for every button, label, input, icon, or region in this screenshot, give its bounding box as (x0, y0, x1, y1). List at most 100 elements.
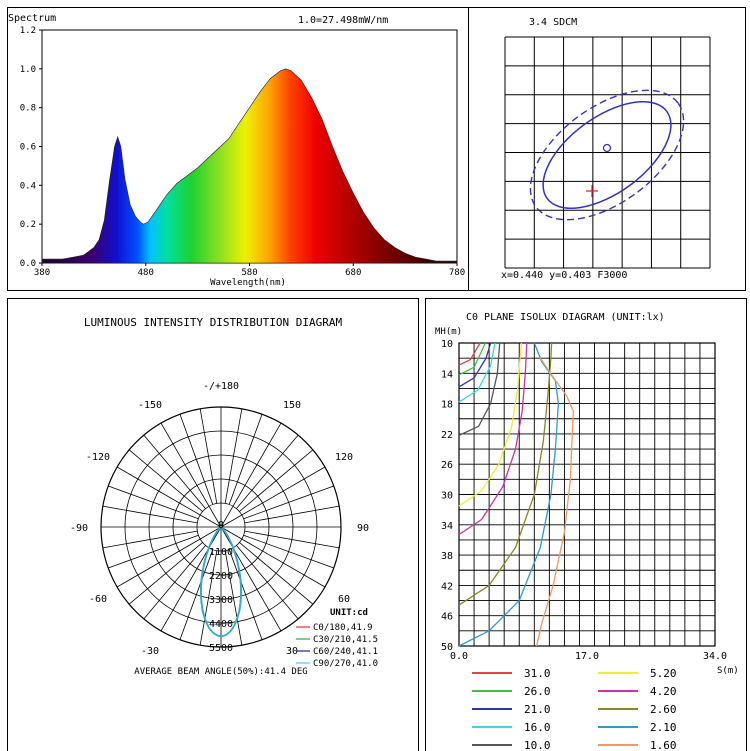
isolux-x-tick-label: 17.0 (575, 651, 599, 662)
polar-spoke (244, 530, 340, 549)
polar-spoke (116, 466, 222, 528)
isolux-legend-label: 2.10 (650, 721, 677, 734)
sdcm-panel: 3.4 SDCM x=0.440 y=0.403 F3000 (468, 7, 746, 291)
isolux-contour (458, 342, 528, 536)
lid-footer: AVERAGE BEAM ANGLE(50%):41.4 DEG (134, 667, 307, 677)
spectrum-y-tick-label: 0.2 (20, 220, 36, 230)
sdcm-measured-marker (586, 185, 598, 197)
polar-spoke (199, 550, 218, 646)
polar-radial-label: 4400 (209, 619, 233, 630)
sdcm-outer-ellipse (529, 89, 685, 221)
polar-angle-label: 150 (283, 400, 301, 411)
isolux-chart: C0 PLANE ISOLUX DIAGRAM (UNIT:lx) MH(m) … (435, 312, 739, 751)
polar-radial-label: 3300 (209, 595, 233, 606)
sdcm-grid (504, 36, 711, 269)
polar-angle-label: 90 (357, 523, 369, 534)
polar-spoke (243, 485, 334, 520)
polar-spoke (220, 422, 282, 528)
polar-spoke (236, 545, 299, 620)
polar-spoke (179, 549, 214, 640)
isolux-contour (458, 342, 553, 606)
isolux-legend-label: 31.0 (524, 667, 551, 680)
isolux-y-axis-title: MH(m) (435, 327, 462, 337)
spectrum-y-tick-label: 0.4 (20, 181, 36, 191)
isolux-contour (535, 357, 575, 647)
polar-spoke (239, 542, 314, 605)
spectrum-chart: Spectrum 1.0=27.498mW/nm 0.0 0.2 0.4 0.6 0.8… (8, 13, 465, 288)
spectrum-curve (41, 68, 458, 264)
polar-grid (100, 406, 342, 648)
polar-legend-label: C0/180,41.9 (313, 623, 373, 633)
isolux-contour (458, 342, 486, 376)
spectrum-annotation: 1.0=27.498mW/nm (298, 15, 388, 26)
polar-spoke (228, 414, 263, 505)
polar-angle-label: -90 (70, 523, 88, 534)
isolux-y-tick-label: 38 (441, 551, 453, 562)
isolux-contour (458, 342, 523, 507)
polar-spoke (224, 550, 243, 646)
polar-spoke (244, 505, 340, 524)
polar-radial-label: 2200 (209, 571, 233, 582)
isolux-y-tick-label: 18 (441, 400, 453, 411)
sdcm-chart: 3.4 SDCM x=0.440 y=0.403 F3000 (501, 17, 711, 281)
isolux-legend-label: 21.0 (524, 703, 551, 716)
isolux-legend-label: 10.0 (524, 739, 551, 751)
polar-spoke (199, 408, 218, 504)
lid-chart: LUMINOUS INTENSITY DISTRIBUTION DIAGRAM … (70, 316, 378, 677)
polar-spoke (236, 434, 299, 509)
polar-legend-label: C90/270,41.0 (313, 659, 378, 669)
isolux-y-tick-label: 26 (441, 460, 453, 471)
lid-unit-label: UNIT:cd (330, 608, 368, 618)
polar-spoke (128, 542, 203, 605)
polar-spoke (143, 545, 206, 620)
polar-radial-label: 5500 (209, 643, 233, 654)
polar-spoke (179, 414, 214, 505)
spectrum-x-tick-label: 680 (345, 268, 361, 278)
spectrum-y-tick-label: 0.6 (20, 143, 36, 153)
sdcm-readout: x=0.440 y=0.403 F3000 (501, 270, 627, 281)
polar-spoke (228, 549, 263, 640)
spectrum-y-tick-label: 1.2 (20, 26, 36, 36)
polar-spoke (116, 526, 222, 588)
polar-spoke (108, 485, 199, 520)
polar-spoke (243, 534, 334, 569)
isolux-x-tick-label: 34.0 (703, 651, 727, 662)
spectrum-x-tick-label: 480 (138, 268, 154, 278)
polar-spoke (220, 526, 326, 588)
polar-spoke (224, 408, 243, 504)
isolux-legend-label: 16.0 (524, 721, 551, 734)
polar-spoke (160, 422, 222, 528)
polar-spoke (143, 434, 206, 509)
isolux-y-tick-label: 34 (441, 521, 453, 532)
isolux-legend-label: 26.0 (524, 685, 551, 698)
spectrum-x-tick-label: 580 (241, 268, 257, 278)
isolux-legend-label: 4.20 (650, 685, 677, 698)
isolux-contour (458, 342, 492, 388)
lid-panel: LUMINOUS INTENSITY DISTRIBUTION DIAGRAM … (7, 298, 419, 751)
polar-angle-label: 60 (338, 594, 350, 605)
isolux-legend-label: 5.20 (650, 667, 677, 680)
isolux-x-axis-title: S(m) (717, 666, 739, 676)
polar-angle-label: 120 (335, 452, 353, 463)
polar-radial-label: 1100 (209, 547, 233, 558)
polar-angle-label: -150 (138, 400, 162, 411)
isolux-panel: C0 PLANE ISOLUX DIAGRAM (UNIT:lx) MH(m) … (425, 298, 747, 751)
polar-spoke (102, 530, 198, 549)
lid-title: LUMINOUS INTENSITY DISTRIBUTION DIAGRAM (84, 316, 343, 329)
spectrum-x-tick-label: 780 (449, 268, 465, 278)
isolux-y-tick-label: 42 (441, 581, 453, 592)
isolux-contour (458, 342, 496, 403)
polar-legend-label: C30/210,41.5 (313, 635, 378, 645)
polar-angle-label: -30 (141, 646, 159, 657)
isolux-legend-label: 2.60 (650, 703, 677, 716)
polar-spoke (108, 534, 199, 569)
spectrum-y-tick-label: 0.0 (20, 259, 36, 269)
isolux-y-tick-label: 46 (441, 612, 453, 623)
isolux-legend-label: 1.60 (650, 739, 677, 751)
isolux-y-tick-label: 50 (441, 642, 453, 653)
isolux-grid (458, 342, 716, 647)
spectrum-y-tick-label: 1.0 (20, 65, 36, 75)
sdcm-inner-ellipse (542, 100, 672, 210)
polar-spoke (128, 449, 203, 512)
polar-angle-label: -60 (89, 594, 107, 605)
